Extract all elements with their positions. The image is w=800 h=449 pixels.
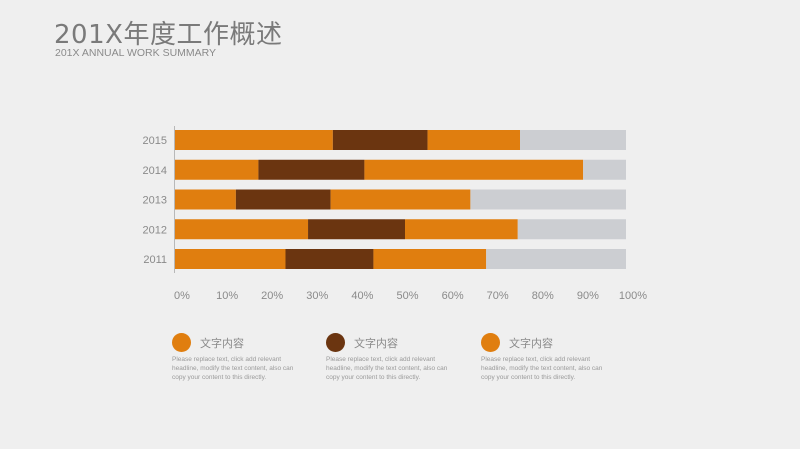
bar-segment-2015-2	[332, 130, 428, 150]
legend-dot-1	[172, 333, 191, 352]
bar-segment-2015-3	[427, 130, 521, 150]
y-tick-label: 2014	[143, 165, 167, 177]
bar-segment-2014-2	[258, 159, 365, 180]
page-subtitle: 201X ANNUAL WORK SUMMARY	[55, 47, 217, 59]
y-tick-label: 2013	[143, 195, 167, 207]
legend-body-1: Please replace text, click add relevant …	[172, 356, 294, 381]
x-tick-label: 0%	[174, 290, 190, 302]
x-tick-label: 20%	[261, 290, 283, 302]
x-tick-label: 90%	[577, 290, 599, 302]
bar-segment-2015-4	[520, 130, 626, 150]
y-tick-label: 2011	[143, 254, 167, 266]
x-tick-label: 60%	[442, 290, 464, 302]
page-title: 201X年度工作概述	[54, 20, 283, 50]
legend-body-3: Please replace text, click add relevant …	[481, 356, 603, 381]
bar-segment-2014-3	[364, 159, 584, 180]
legend-dot-3	[481, 333, 500, 352]
x-tick-label: 10%	[216, 290, 238, 302]
bar-segment-2014-1	[175, 159, 259, 180]
bar-segment-2013-2	[235, 189, 331, 210]
bar-segment-2013-4	[470, 189, 626, 210]
bar-segment-2011-1	[175, 249, 286, 269]
legend-title-3: 文字内容	[509, 337, 553, 350]
x-tick-label: 70%	[487, 290, 509, 302]
x-tick-label: 40%	[351, 290, 373, 302]
bar-segment-2011-4	[486, 249, 626, 269]
bar-segment-2013-3	[330, 189, 471, 210]
legend-body-2: Please replace text, click add relevant …	[326, 356, 448, 381]
bar-segment-2011-2	[285, 249, 374, 269]
x-tick-label: 80%	[532, 290, 554, 302]
bar-segment-2015-1	[175, 130, 333, 150]
bar-segment-2012-4	[517, 219, 626, 240]
legend-title-2: 文字内容	[354, 337, 398, 350]
bar-segment-2013-1	[175, 189, 236, 210]
x-tick-label: 100%	[619, 290, 647, 302]
bar-segment-2011-3	[373, 249, 487, 269]
bar-segment-2012-3	[405, 219, 518, 240]
x-tick-label: 50%	[396, 290, 418, 302]
x-tick-label: 30%	[306, 290, 328, 302]
legend-title-1: 文字内容	[200, 337, 244, 350]
bar-segment-2012-1	[175, 219, 309, 240]
bar-segment-2014-4	[583, 159, 626, 180]
bar-segment-2012-2	[308, 219, 406, 240]
y-tick-label: 2012	[143, 224, 167, 236]
legend-dot-2	[326, 333, 345, 352]
y-tick-label: 2015	[143, 135, 167, 147]
